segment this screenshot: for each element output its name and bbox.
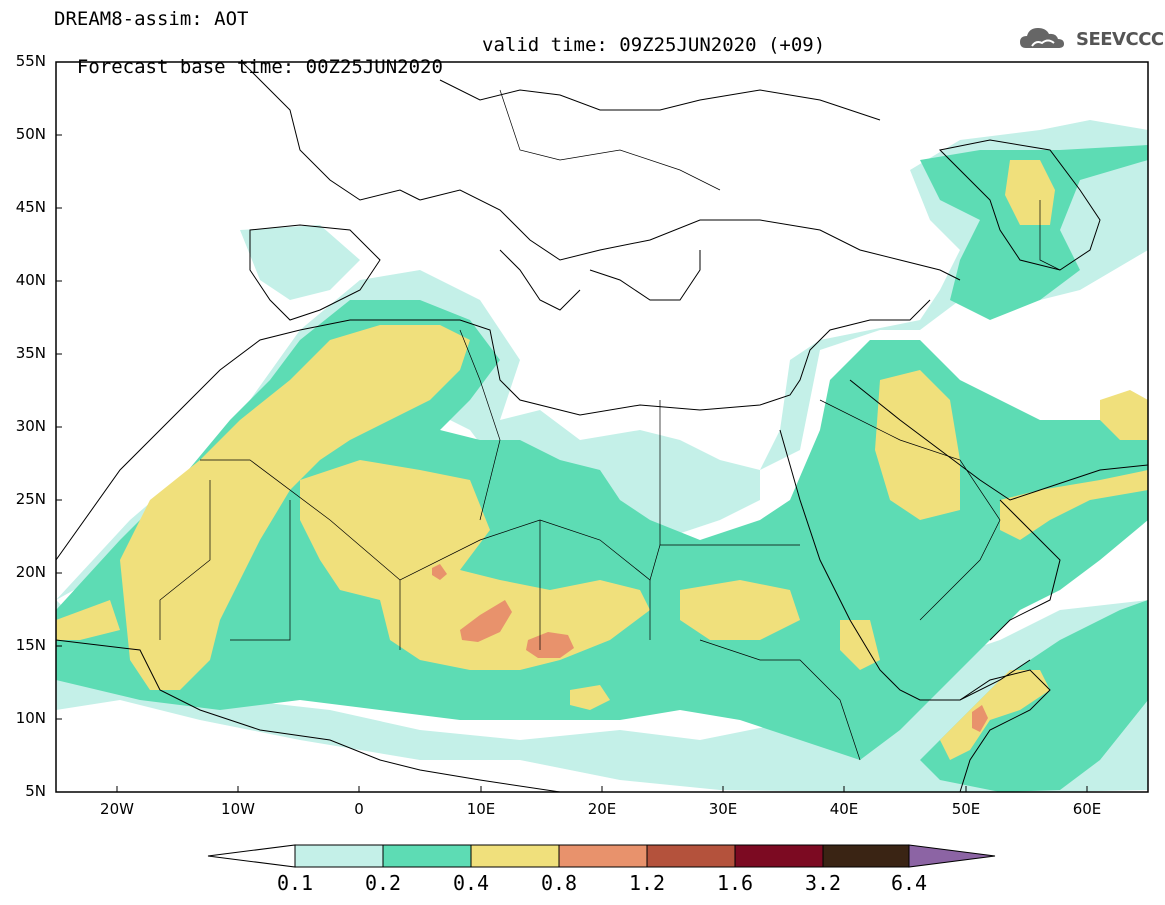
lat-label: 20N — [15, 563, 46, 581]
colorbar-label: 1.2 — [628, 871, 666, 895]
lat-label: 40N — [15, 271, 46, 289]
logo-text: SEEVCCC — [1076, 29, 1164, 50]
colorbar-label: 0.8 — [540, 871, 578, 895]
aot-fields — [56, 120, 1148, 792]
tick-marks — [56, 61, 1088, 792]
forecast-times: Forecast base time: 00Z25JUN2020 valid t… — [54, 34, 825, 100]
cloud-icon — [1020, 28, 1064, 48]
colorbar-label: 1.6 — [716, 871, 754, 895]
colorbar-label: 0.4 — [452, 871, 490, 895]
lon-label: 20W — [100, 800, 134, 818]
valid-time: valid time: 09Z25JUN2020 (+09) — [482, 34, 826, 56]
lon-label: 20E — [587, 800, 617, 818]
lat-label: 5N — [25, 782, 46, 800]
lon-label: 30E — [708, 800, 738, 818]
lat-label: 10N — [15, 709, 46, 727]
lon-label: 10W — [221, 800, 255, 818]
seevccc-logo: SEEVCCC — [1018, 24, 1164, 54]
colorbar — [207, 844, 996, 868]
lat-label: 15N — [15, 636, 46, 654]
colorbar-label: 0.2 — [364, 871, 402, 895]
colorbar-label: 3.2 — [804, 871, 842, 895]
lat-label: 50N — [15, 125, 46, 143]
colorbar-label: 0.1 — [276, 871, 314, 895]
lat-label: 55N — [15, 52, 46, 70]
lat-label: 45N — [15, 198, 46, 216]
lon-label: 40E — [829, 800, 859, 818]
lat-label: 30N — [15, 417, 46, 435]
lat-label: 35N — [15, 344, 46, 362]
lat-label: 25N — [15, 490, 46, 508]
lon-label: 0 — [354, 800, 364, 818]
colorbar-label: 6.4 — [890, 871, 928, 895]
lon-label: 10E — [466, 800, 496, 818]
coastlines — [56, 62, 1148, 792]
lon-label: 50E — [951, 800, 981, 818]
lon-label: 60E — [1072, 800, 1102, 818]
borders — [159, 89, 1061, 761]
map-title: DREAM8-assim: AOT — [54, 8, 249, 30]
